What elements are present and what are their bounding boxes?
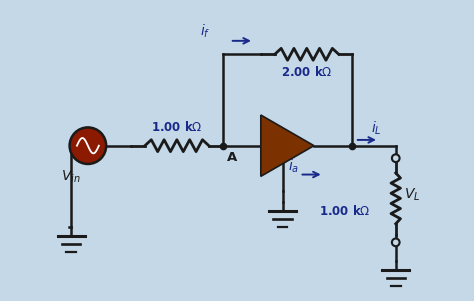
Text: $i_a$: $i_a$ [288, 158, 299, 175]
Text: A: A [228, 151, 237, 164]
Circle shape [392, 238, 400, 246]
Text: $i_L$: $i_L$ [371, 120, 382, 137]
Circle shape [70, 127, 106, 164]
Text: 1.00 k$\Omega$: 1.00 k$\Omega$ [319, 204, 371, 218]
Polygon shape [261, 115, 314, 176]
Text: $V_{in}$: $V_{in}$ [62, 168, 81, 185]
Text: $V_L$: $V_L$ [404, 186, 421, 203]
Circle shape [392, 154, 400, 162]
Text: $i_f$: $i_f$ [200, 23, 210, 40]
Text: 2.00 k$\Omega$: 2.00 k$\Omega$ [281, 65, 332, 79]
Text: 1.00 k$\Omega$: 1.00 k$\Omega$ [151, 120, 202, 134]
